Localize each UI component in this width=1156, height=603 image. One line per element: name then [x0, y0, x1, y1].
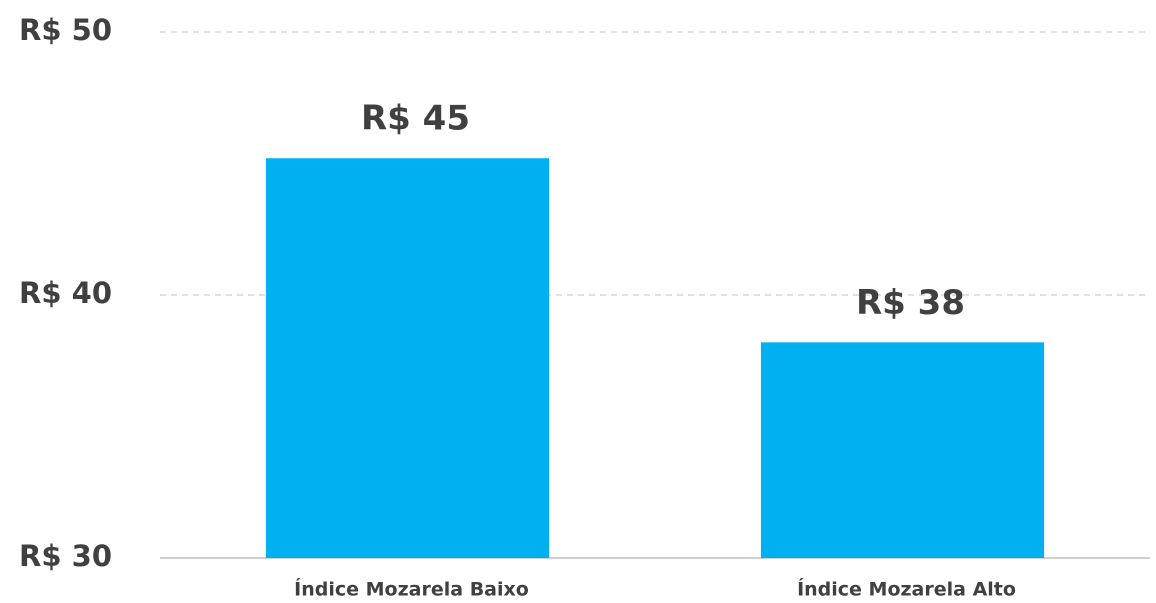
bar — [265, 158, 550, 559]
data-label: R$ 45 — [361, 99, 470, 139]
y-tick-label: R$ 30 — [19, 539, 112, 573]
x-tick-label: Índice Mozarela Alto — [797, 578, 1016, 601]
y-tick-label: R$ 50 — [19, 13, 112, 47]
bar — [760, 342, 1045, 558]
y-tick-label: R$ 40 — [19, 276, 112, 310]
data-label: R$ 38 — [856, 283, 965, 323]
x-tick-label: Índice Mozarela Baixo — [294, 578, 529, 601]
